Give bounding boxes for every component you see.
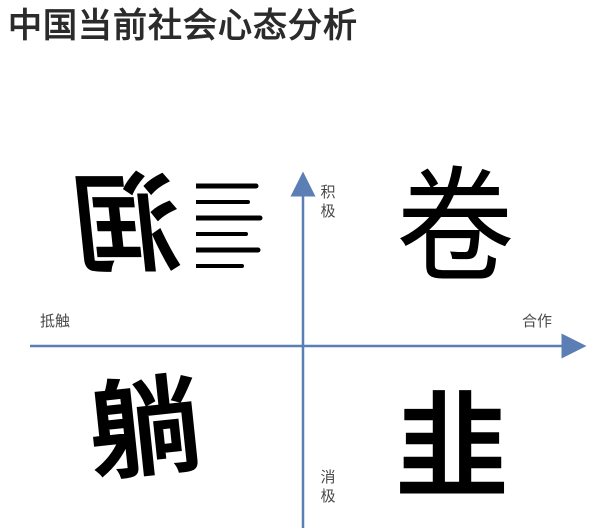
quadrant-glyph-bottom-right: 韭 bbox=[396, 380, 508, 515]
speed-lines-icon bbox=[196, 183, 263, 268]
axis-label-positive: 积极 bbox=[320, 183, 336, 220]
quadrant-glyph-bottom-left: 躺 bbox=[83, 360, 207, 497]
quadrant-glyph-top-right: 卷 bbox=[396, 154, 515, 300]
quadrant-glyph-top-left: 润 bbox=[71, 162, 187, 287]
axis-label-cooperate: 合作 bbox=[522, 312, 553, 330]
axis-label-negative: 消极 bbox=[320, 468, 336, 505]
diagram-title: 中国当前社会心态分析 bbox=[8, 6, 358, 46]
axis-label-resist: 抵触 bbox=[40, 312, 71, 330]
